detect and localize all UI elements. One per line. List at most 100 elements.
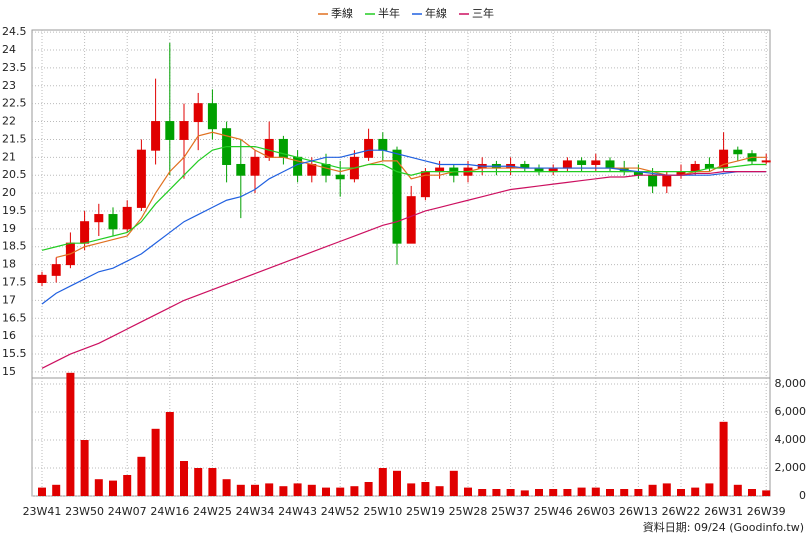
- volume-bar: [506, 489, 515, 496]
- y-tick-label: 18: [2, 258, 16, 271]
- candle-body: [250, 156, 260, 176]
- x-tick-label: 26W03: [576, 505, 615, 518]
- candle-body: [577, 160, 587, 165]
- ma-line: [56, 131, 767, 259]
- candle-body: [51, 264, 61, 276]
- volume-bar: [520, 490, 529, 496]
- y-tick-label: 16: [2, 329, 16, 342]
- y-tick-label: 19.5: [2, 204, 27, 217]
- candle-body: [364, 138, 374, 158]
- volume-bar: [80, 440, 89, 496]
- volume-bar: [563, 489, 572, 496]
- y-tick-label: 17: [2, 293, 16, 306]
- candle-body: [80, 221, 90, 244]
- volume-bar: [719, 421, 728, 496]
- volume-bar: [364, 482, 373, 496]
- x-tick-label: 24W07: [108, 505, 147, 518]
- y-tick-label: 17.5: [2, 276, 27, 289]
- candle-body: [122, 206, 132, 230]
- volume-bar: [691, 487, 700, 496]
- volume-bar: [165, 412, 174, 496]
- legend-label: 年線: [425, 6, 447, 20]
- volume-bar: [677, 489, 685, 496]
- volume-bar: [492, 489, 501, 496]
- legend: 季線 半年 年線 三年: [318, 6, 494, 20]
- x-tick-label: 26W39: [747, 505, 786, 518]
- y-tick-label: 15.5: [2, 347, 27, 360]
- candle-body: [335, 174, 345, 180]
- candle-body: [94, 214, 104, 223]
- y-tick-label: 22: [2, 115, 16, 128]
- y-tick-label: 24: [2, 43, 16, 56]
- volume-bar: [180, 461, 188, 496]
- y2-tick-label: 2,000: [775, 461, 807, 474]
- candle-body: [321, 163, 331, 176]
- volume-bar: [208, 468, 217, 496]
- y-tick-label: 20.5: [2, 168, 27, 181]
- volume-bar: [123, 475, 132, 496]
- candle-body: [165, 121, 175, 140]
- y2-tick-label: 0: [799, 489, 806, 502]
- ma-line: [41, 149, 767, 305]
- y-tick-label: 23: [2, 79, 16, 92]
- candle-body: [151, 121, 161, 151]
- volume-bar: [94, 479, 103, 496]
- volume-bar: [577, 487, 586, 496]
- volume-bar: [549, 489, 558, 496]
- volume-bar: [435, 486, 444, 496]
- candle-body: [648, 174, 658, 187]
- y-tick-label: 24.5: [2, 25, 27, 38]
- candle-body: [392, 149, 402, 244]
- x-tick-label: 24W34: [236, 505, 275, 518]
- volume-bar: [66, 372, 75, 496]
- volume-bar: [648, 484, 657, 496]
- volume-bar: [265, 483, 274, 496]
- candle-body: [108, 214, 118, 230]
- y-tick-label: 23.5: [2, 61, 27, 74]
- volume-bar: [251, 484, 259, 496]
- y-tick-label: 18.5: [2, 240, 27, 253]
- volume-bar: [222, 479, 231, 496]
- candle-body: [605, 160, 615, 169]
- x-tick-label: 24W25: [193, 505, 232, 518]
- source: 資料日期: 09/24 (Goodinfo.tw): [643, 520, 804, 534]
- y2-tick-label: 4,000: [775, 433, 807, 446]
- candle-body: [207, 103, 217, 130]
- legend-label: 季線: [331, 6, 353, 20]
- volume-bar: [662, 483, 671, 496]
- volume-bar: [634, 489, 643, 496]
- volume-bar: [279, 486, 288, 496]
- x-tick-label: 25W46: [534, 505, 573, 518]
- y-tick-label: 21.5: [2, 132, 27, 145]
- x-tick-label: 25W37: [491, 505, 530, 518]
- volume-bar: [151, 428, 160, 496]
- volume-bar: [762, 490, 771, 496]
- ma-line: [41, 171, 767, 369]
- x-tick-label: 24W16: [150, 505, 189, 518]
- x-tick-label: 25W19: [406, 505, 445, 518]
- volume-bar: [322, 487, 330, 496]
- y-tick-label: 22.5: [2, 97, 27, 110]
- volume-bar: [336, 487, 345, 496]
- x-tick-label: 24W43: [278, 505, 317, 518]
- x-tick-label: 23W50: [65, 505, 104, 518]
- y2-tick-label: 6,000: [775, 405, 807, 418]
- volume-bar: [407, 483, 416, 496]
- candle-body: [236, 163, 246, 176]
- y-tick-label: 19: [2, 222, 16, 235]
- x-tick-label: 24W52: [321, 505, 360, 518]
- volume-bar: [620, 489, 629, 496]
- candle-body: [761, 160, 771, 163]
- volume-bar: [236, 484, 245, 496]
- candle-body: [193, 103, 203, 123]
- y2-tick-label: 8,000: [775, 377, 807, 390]
- x-tick-label: 26W31: [704, 505, 743, 518]
- volume-bar: [733, 484, 742, 496]
- volume-bar: [705, 483, 714, 496]
- volume-bar: [421, 482, 430, 496]
- ma-line: [41, 145, 767, 251]
- candle-body: [37, 274, 47, 284]
- volume-bar: [464, 487, 472, 496]
- volume-bar: [393, 470, 401, 496]
